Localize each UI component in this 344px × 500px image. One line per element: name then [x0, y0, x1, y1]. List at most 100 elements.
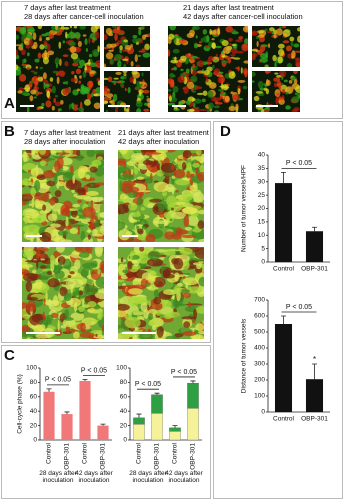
speckle — [88, 70, 96, 74]
speckle — [232, 94, 241, 101]
speckle — [87, 319, 100, 322]
speckle — [223, 46, 231, 54]
speckle — [82, 34, 87, 37]
speckle — [252, 30, 259, 36]
speckle — [119, 45, 123, 51]
speckle — [128, 186, 140, 193]
speckle — [46, 270, 52, 275]
speckle — [39, 44, 45, 50]
speckle — [22, 181, 34, 186]
speckle — [195, 167, 199, 175]
speckle — [219, 95, 224, 100]
speckle — [236, 51, 244, 54]
speckle — [231, 43, 237, 47]
speckle — [266, 30, 273, 34]
speckle — [136, 224, 144, 227]
speckle — [235, 103, 239, 111]
speckle — [297, 27, 300, 32]
speckle — [138, 89, 142, 97]
annotation: P < 0.05 — [45, 377, 71, 384]
speckle — [148, 300, 151, 308]
speckle — [296, 92, 300, 100]
speckle — [27, 52, 30, 57]
speckle — [31, 45, 36, 50]
speckle — [95, 59, 100, 66]
speckle — [197, 60, 205, 68]
speckle — [172, 48, 180, 54]
error-bar — [100, 423, 106, 426]
speckle — [111, 80, 118, 83]
speckle — [136, 232, 148, 241]
speckle — [185, 100, 192, 105]
micrograph-content — [168, 26, 248, 112]
speckle — [79, 75, 82, 79]
speckle — [113, 82, 117, 86]
speckle — [147, 258, 164, 267]
speckle — [78, 290, 83, 296]
speckle — [197, 171, 204, 182]
speckle — [41, 33, 48, 37]
speckle — [96, 156, 103, 161]
y-tick-label: 0 — [33, 437, 37, 444]
speckle — [235, 67, 239, 70]
speckle — [62, 40, 65, 44]
speckle — [40, 258, 46, 261]
y-tick-label: 15 — [258, 219, 266, 226]
speckle — [171, 164, 175, 171]
speckle — [214, 45, 222, 49]
speckle — [111, 26, 118, 28]
speckle — [69, 150, 73, 155]
speckle — [76, 88, 81, 92]
speckle — [34, 198, 41, 209]
speckle — [147, 203, 155, 208]
speckle — [27, 169, 32, 173]
speckle — [104, 34, 108, 41]
speckle — [118, 203, 128, 215]
speckle — [192, 334, 204, 339]
speckle — [114, 107, 118, 112]
speckle — [228, 105, 236, 112]
annotation: P < 0.05 — [81, 367, 107, 374]
speckle — [30, 70, 35, 73]
speckle — [206, 35, 210, 43]
speckle — [183, 321, 191, 329]
speckle — [245, 26, 248, 31]
speckle — [54, 160, 61, 173]
speckle — [42, 57, 49, 65]
y-tick-label: 500 — [254, 329, 265, 336]
speckle — [232, 29, 236, 32]
speckle — [139, 247, 145, 252]
speckle — [173, 258, 184, 270]
micrograph-content — [22, 247, 104, 339]
speckle — [30, 80, 34, 84]
speckle — [70, 165, 74, 174]
speckle — [217, 88, 225, 92]
speckle — [295, 85, 300, 93]
speckle — [146, 95, 149, 98]
error-bar — [136, 413, 142, 418]
speckle — [260, 108, 265, 112]
group-label-text: 42 days after inoculation — [75, 470, 113, 485]
speckle — [180, 55, 187, 61]
speckle — [138, 28, 142, 36]
speckle — [24, 213, 41, 216]
speckle — [85, 201, 89, 204]
speckle — [84, 99, 91, 106]
y-tick-label: 20 — [258, 205, 266, 212]
speckle — [178, 38, 186, 44]
bar-segment — [187, 408, 199, 441]
y-tick-label: 40 — [120, 408, 128, 415]
x-tick-label: Control — [273, 266, 295, 273]
speckle — [88, 53, 93, 58]
speckle — [75, 68, 82, 75]
speckle — [26, 301, 37, 312]
speckle — [122, 71, 128, 74]
speckle — [173, 285, 182, 294]
speckle — [69, 46, 77, 53]
speckle — [123, 63, 127, 67]
speckle — [181, 207, 198, 214]
scale-bar — [20, 105, 34, 107]
speckle — [74, 74, 77, 79]
speckle — [88, 36, 91, 44]
speckle — [153, 206, 159, 210]
